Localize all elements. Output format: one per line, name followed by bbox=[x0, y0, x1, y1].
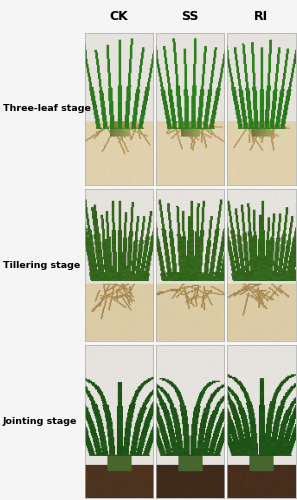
Text: Three-leaf stage: Three-leaf stage bbox=[3, 104, 91, 113]
Text: CK: CK bbox=[110, 10, 128, 22]
Text: RI: RI bbox=[254, 10, 268, 22]
Text: Tillering stage: Tillering stage bbox=[3, 260, 80, 270]
Text: SS: SS bbox=[181, 10, 199, 22]
Text: Jointing stage: Jointing stage bbox=[3, 417, 77, 426]
